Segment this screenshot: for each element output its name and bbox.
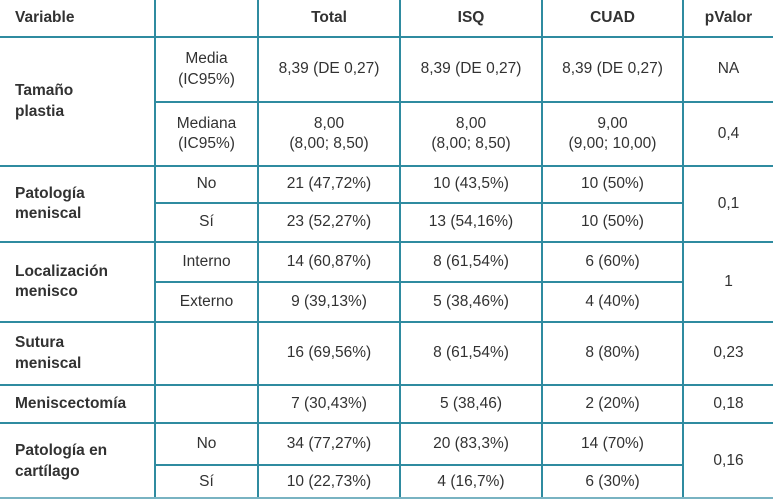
- sublabel-cell: [154, 321, 259, 386]
- isq-cell: 5 (38,46): [399, 384, 543, 424]
- table-row-localizacion-externo: Externo 9 (39,13%) 5 (38,46%) 4 (40%): [0, 281, 773, 323]
- total-cell: 8,39 (DE 0,27): [257, 36, 401, 103]
- total-cell: 10 (22,73%): [257, 464, 401, 497]
- sublabel-cell: Externo: [154, 281, 259, 323]
- pvalue-cell: 0,18: [682, 384, 773, 424]
- cuad-cell: 8 (80%): [541, 321, 684, 386]
- cuad-cell: 10 (50%): [541, 202, 684, 243]
- total-cell: 34 (77,27%): [257, 422, 401, 466]
- total-cell: 8,00 (8,00; 8,50): [257, 101, 401, 167]
- isq-cell: 8 (61,54%): [399, 321, 543, 386]
- total-cell: 9 (39,13%): [257, 281, 401, 323]
- table-row-localizacion-interno: Localización menisco Interno 14 (60,87%)…: [0, 241, 773, 323]
- table-bottom-edge: [0, 497, 773, 499]
- sublabel-cell: [154, 384, 259, 424]
- header-row: Variable Total ISQ CUAD pValor: [0, 0, 773, 38]
- isq-cell: 8,00 (8,00; 8,50): [399, 101, 543, 167]
- col-header-cuad: CUAD: [541, 0, 684, 38]
- sublabel-cell: Interno: [154, 241, 259, 283]
- col-header-pvalor: pValor: [682, 0, 773, 38]
- col-header-variable: Variable: [0, 0, 156, 38]
- isq-cell: 5 (38,46%): [399, 281, 543, 323]
- sublabel-cell: Sí: [154, 464, 259, 497]
- table-row-patologia-cartilago-si: Sí 10 (22,73%) 4 (16,7%) 6 (30%): [0, 464, 773, 497]
- table-row-patologia-meniscal-no: Patología meniscal No 21 (47,72%) 10 (43…: [0, 165, 773, 243]
- isq-cell: 8 (61,54%): [399, 241, 543, 283]
- sublabel-cell: No: [154, 165, 259, 204]
- variable-cell-localizacion-menisco: Localización menisco: [0, 241, 156, 323]
- total-cell: 16 (69,56%): [257, 321, 401, 386]
- cuad-cell: 9,00 (9,00; 10,00): [541, 101, 684, 167]
- variable-cell-sutura-meniscal: Sutura meniscal: [0, 321, 156, 386]
- isq-cell: 8,39 (DE 0,27): [399, 36, 543, 103]
- table-row-mediana: Mediana (IC95%) 8,00 (8,00; 8,50) 8,00 (…: [0, 101, 773, 167]
- sublabel-cell: Sí: [154, 202, 259, 243]
- variable-cell-tamano-plastia: Tamaño plastia: [0, 36, 156, 167]
- col-header-isq: ISQ: [399, 0, 543, 38]
- table-row-media: Tamaño plastia Media (IC95%) 8,39 (DE 0,…: [0, 36, 773, 167]
- pvalue-cell: 1: [682, 241, 773, 323]
- variable-cell-meniscectomia: Meniscectomía: [0, 384, 156, 424]
- cuad-cell: 14 (70%): [541, 422, 684, 466]
- isq-cell: 13 (54,16%): [399, 202, 543, 243]
- sublabel-cell: No: [154, 422, 259, 466]
- cuad-cell: 4 (40%): [541, 281, 684, 323]
- col-header-sublabel-empty: [154, 0, 259, 38]
- cuad-cell: 10 (50%): [541, 165, 684, 204]
- cuad-cell: 2 (20%): [541, 384, 684, 424]
- cuad-cell: 8,39 (DE 0,27): [541, 36, 684, 103]
- total-cell: 7 (30,43%): [257, 384, 401, 424]
- total-cell: 14 (60,87%): [257, 241, 401, 283]
- table-row-patologia-meniscal-si: Sí 23 (52,27%) 13 (54,16%) 10 (50%): [0, 202, 773, 243]
- variable-cell-patologia-cartilago: Patología en cartílago: [0, 422, 156, 497]
- total-cell: 21 (47,72%): [257, 165, 401, 204]
- pvalue-cell: 0,23: [682, 321, 773, 386]
- isq-cell: 20 (83,3%): [399, 422, 543, 466]
- variable-cell-patologia-meniscal: Patología meniscal: [0, 165, 156, 243]
- sublabel-cell: Media (IC95%): [154, 36, 259, 103]
- isq-cell: 10 (43,5%): [399, 165, 543, 204]
- sublabel-cell: Mediana (IC95%): [154, 101, 259, 167]
- table-row-sutura-meniscal: Sutura meniscal 16 (69,56%) 8 (61,54%) 8…: [0, 321, 773, 386]
- pvalue-cell: 0,4: [682, 101, 773, 167]
- pvalue-cell: 0,1: [682, 165, 773, 243]
- pvalue-cell: 0,16: [682, 422, 773, 497]
- pvalue-cell: NA: [682, 36, 773, 103]
- cuad-cell: 6 (60%): [541, 241, 684, 283]
- table-row-meniscectomia: Meniscectomía 7 (30,43%) 5 (38,46) 2 (20…: [0, 384, 773, 424]
- isq-cell: 4 (16,7%): [399, 464, 543, 497]
- col-header-total: Total: [257, 0, 401, 38]
- total-cell: 23 (52,27%): [257, 202, 401, 243]
- table-row-patologia-cartilago-no: Patología en cartílago No 34 (77,27%) 20…: [0, 422, 773, 497]
- cuad-cell: 6 (30%): [541, 464, 684, 497]
